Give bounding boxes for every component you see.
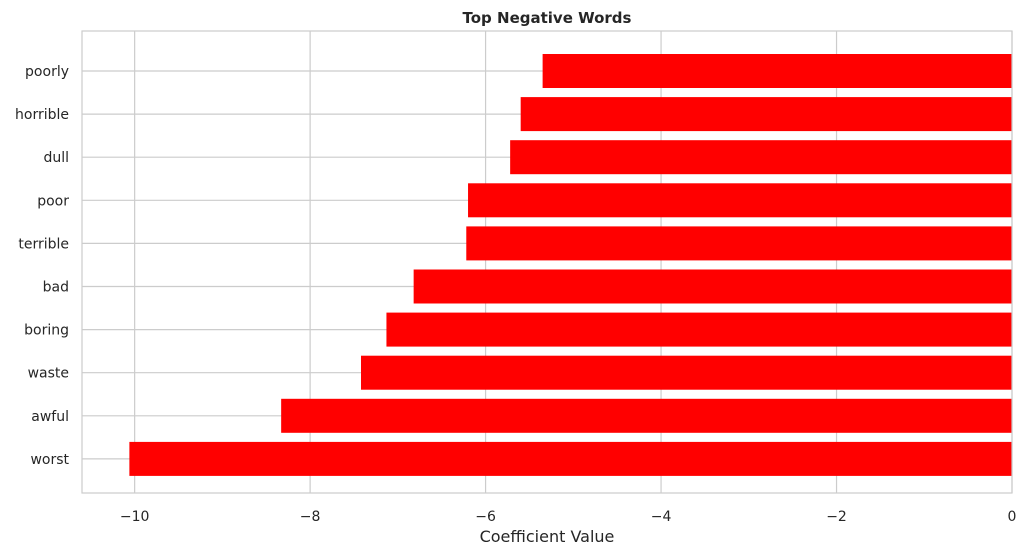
- bar-waste: [361, 355, 1012, 390]
- y-tick-label-awful: awful: [31, 409, 69, 425]
- bar-boring: [386, 312, 1013, 347]
- bar-dull: [510, 140, 1012, 175]
- bar-poor: [468, 183, 1013, 218]
- x-tick-label: −2: [826, 509, 847, 525]
- y-tick-label-worst: worst: [30, 452, 69, 468]
- x-axis-label: Coefficient Value: [480, 527, 615, 546]
- plot-frame: [81, 30, 1013, 494]
- y-tick-labels: poorly horrible dull poor terrible bad boring w…: [15, 64, 69, 468]
- bar-horrible: [520, 97, 1012, 132]
- y-tick-label-boring: boring: [24, 323, 69, 339]
- x-tick-labels: −10 −8 −6 −4 −2 0: [120, 509, 1017, 525]
- bars: [129, 54, 1013, 476]
- x-tick-label: −6: [475, 509, 496, 525]
- y-tick-label-poorly: poorly: [25, 64, 69, 80]
- y-tick-label-bad: bad: [43, 280, 69, 296]
- y-tick-label-waste: waste: [28, 366, 69, 382]
- bar-terrible: [466, 226, 1012, 261]
- x-tick-label: −4: [651, 509, 672, 525]
- x-tick-label: −10: [120, 509, 150, 525]
- bar-worst: [129, 441, 1012, 476]
- bar-awful: [281, 398, 1012, 433]
- bar-bad: [413, 269, 1013, 304]
- y-tick-label-dull: dull: [43, 150, 69, 166]
- chart-title: Top Negative Words: [463, 9, 632, 27]
- x-tick-label: −8: [300, 509, 321, 525]
- y-tick-label-poor: poor: [37, 193, 69, 209]
- y-tick-label-terrible: terrible: [18, 236, 69, 252]
- x-tick-label: 0: [1008, 509, 1017, 525]
- bar-poorly: [542, 54, 1012, 88]
- y-tick-label-horrible: horrible: [15, 107, 69, 123]
